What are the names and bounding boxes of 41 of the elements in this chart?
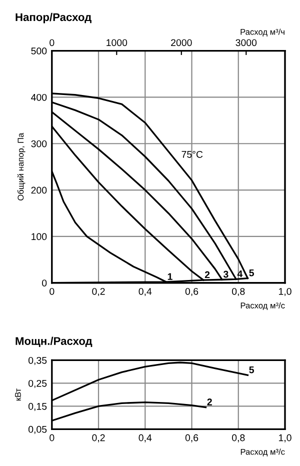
x-tick-label: 0,4 bbox=[138, 288, 152, 296]
x-tick-label: 0 bbox=[50, 434, 54, 442]
x-tick-label: 1,0 bbox=[278, 288, 292, 296]
chart-title: Мощн./Расход bbox=[16, 336, 92, 348]
y-tick-label: 0,15 bbox=[28, 402, 47, 411]
y-tick-label: 200 bbox=[31, 186, 47, 194]
y-axis-title: Общий напор, Па bbox=[17, 132, 26, 200]
y-tick-label: 300 bbox=[31, 140, 47, 148]
y-tick-label: 400 bbox=[31, 94, 47, 101]
y-tick-label: 0,25 bbox=[28, 380, 47, 388]
x-tick-label: 0,2 bbox=[92, 288, 105, 296]
series-label: 5 bbox=[249, 270, 254, 276]
series-label: 2 bbox=[204, 271, 210, 278]
x-tick-label: 0,8 bbox=[232, 434, 245, 442]
y-tick-label: 0,05 bbox=[28, 426, 47, 434]
x-tick-label: 0,8 bbox=[232, 288, 245, 296]
y-tick-label: 0,35 bbox=[28, 356, 47, 365]
x-tick-label: 0,2 bbox=[92, 434, 105, 442]
series-label: 2 bbox=[207, 398, 212, 406]
x-tick-label: 0,6 bbox=[185, 288, 198, 296]
series-label: 4 bbox=[237, 270, 243, 278]
x-axis-title: Расход м³/с bbox=[240, 302, 285, 310]
x2-tick-label: 2000 bbox=[171, 39, 192, 46]
y-tick-label: 500 bbox=[31, 48, 47, 54]
x2-tick-label: 1000 bbox=[106, 39, 128, 46]
y-axis-title: кВт bbox=[15, 388, 21, 401]
chart-title: Напор/Расход bbox=[16, 12, 92, 24]
x2-tick-label: 3000 bbox=[236, 39, 257, 46]
series-label: 3 bbox=[223, 270, 228, 278]
x-tick-label: 0 bbox=[50, 288, 54, 295]
x2-axis-title: Расход м³/ч bbox=[240, 28, 284, 36]
x-axis-title: Расход м³/с bbox=[240, 448, 285, 456]
y-tick-label: 100 bbox=[32, 233, 47, 240]
x-tick-label: 0,6 bbox=[185, 434, 198, 442]
y-tick-label: 0 bbox=[42, 280, 47, 286]
annotation: 75°C bbox=[182, 150, 203, 158]
x-tick-label: 1,0 bbox=[278, 434, 292, 442]
x-tick-label: 0,4 bbox=[138, 434, 152, 442]
series-label: 5 bbox=[249, 366, 254, 374]
x2-tick-label: 0 bbox=[50, 39, 54, 46]
series-label: 1 bbox=[168, 273, 172, 280]
